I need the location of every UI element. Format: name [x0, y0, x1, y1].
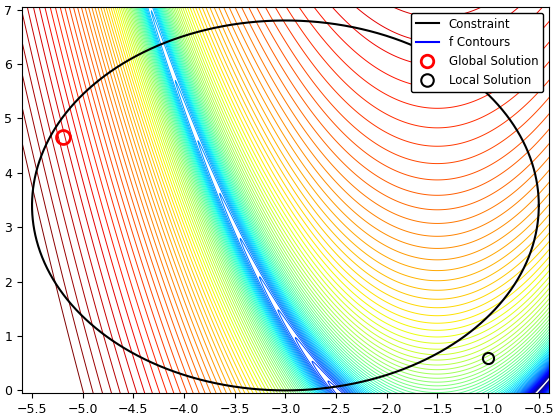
Legend: Constraint, f Contours, Global Solution, Local Solution: Constraint, f Contours, Global Solution,…	[411, 13, 543, 92]
